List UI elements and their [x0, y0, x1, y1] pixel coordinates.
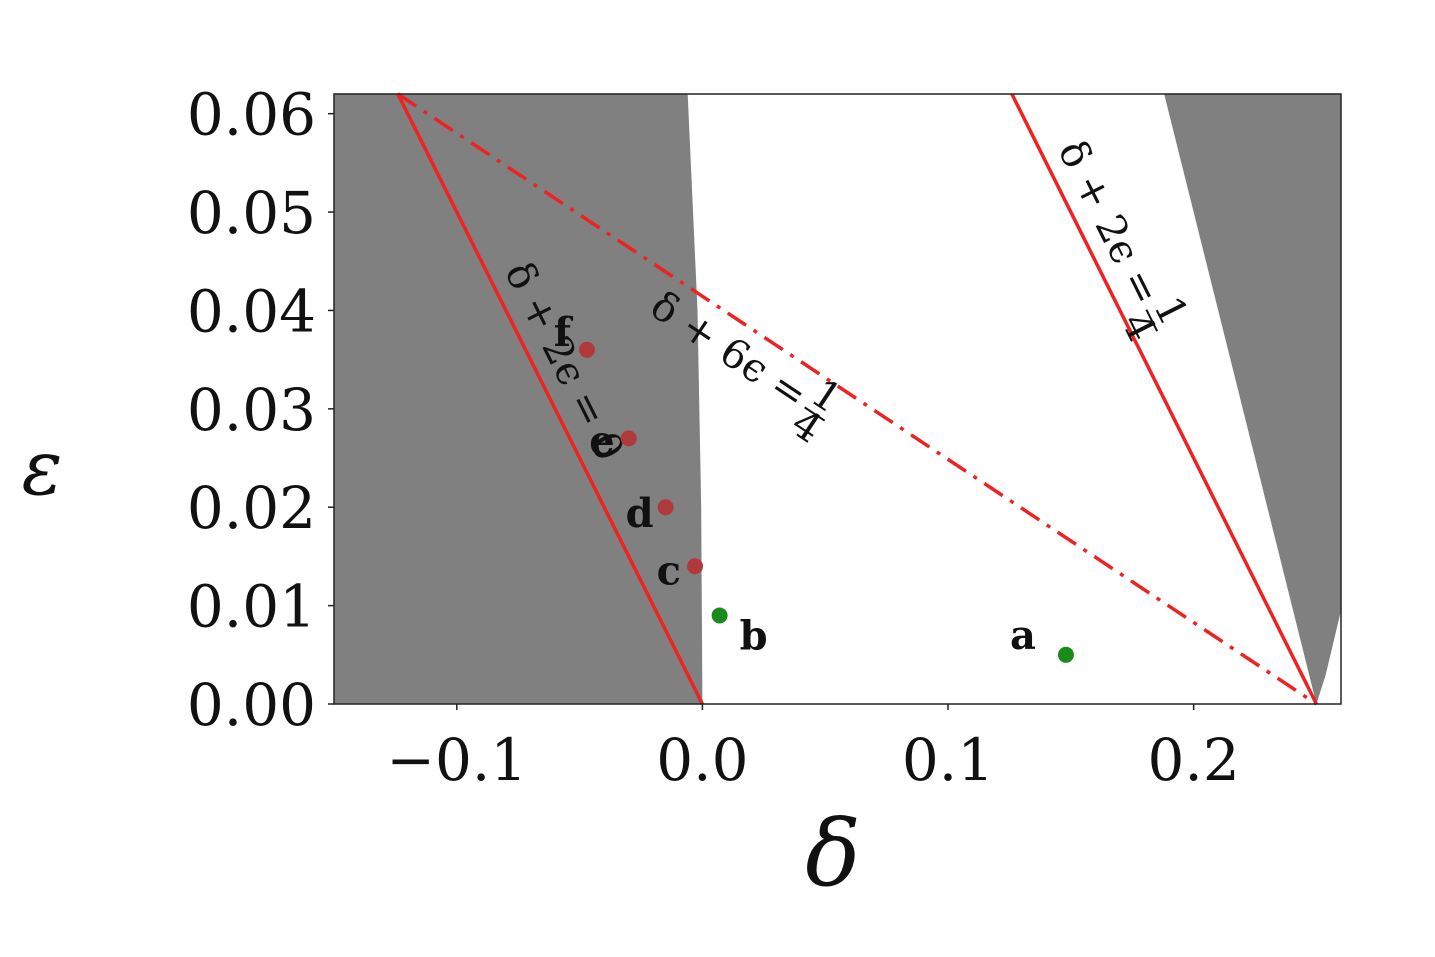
point-f [578, 341, 595, 358]
x-tick-label: −0.1 [386, 726, 527, 794]
point-label-f: f [554, 309, 574, 356]
stability-regions [334, 94, 1341, 704]
gray-region-1 [334, 94, 703, 704]
axes [333, 93, 1342, 705]
plot-frame [333, 93, 1342, 705]
point-label-b: b [740, 612, 768, 659]
x-tick-label: 0.1 [902, 726, 994, 794]
y-axis-label: ε [22, 423, 63, 512]
point-label-e: e [589, 417, 614, 464]
point-d [657, 499, 674, 516]
tick-labels: −0.1 0.0 0.1 0.2 0.00 0.01 0.02 0.03 0.04 0.05 0.0… [187, 81, 1240, 794]
y-tick-label: 0.04 [187, 277, 316, 345]
point-a [1057, 646, 1074, 663]
y-tick-label: 0.02 [187, 474, 316, 542]
x-axis-label: δ [805, 800, 860, 907]
y-tick-label: 0.03 [187, 376, 316, 444]
boundary-line-1 [396, 93, 704, 705]
point-label-c: c [657, 547, 681, 594]
boundary-line-2 [1010, 93, 1319, 705]
gray-region-2 [1164, 94, 1341, 704]
x-tick-label: 0.0 [656, 726, 748, 794]
boundary-line-3 [396, 92, 1318, 706]
point-b [711, 607, 728, 624]
y-tick-label: 0.06 [187, 81, 316, 149]
x-tick-label: 0.2 [1148, 726, 1240, 794]
boundary-line-label-2: δ + 2ϵ = 14 [1049, 133, 1197, 348]
fraction-bar [1145, 309, 1159, 332]
point-c [687, 558, 704, 575]
y-tick-label: 0.00 [187, 671, 316, 739]
point-label-a: a [1010, 612, 1036, 659]
y-tick-label: 0.01 [187, 573, 316, 641]
y-tick-label: 0.05 [187, 179, 316, 247]
sample-points: a b cde f [554, 309, 1074, 663]
fraction-bar [804, 406, 826, 422]
point-label-d: d [626, 490, 654, 537]
point-e [620, 430, 637, 447]
